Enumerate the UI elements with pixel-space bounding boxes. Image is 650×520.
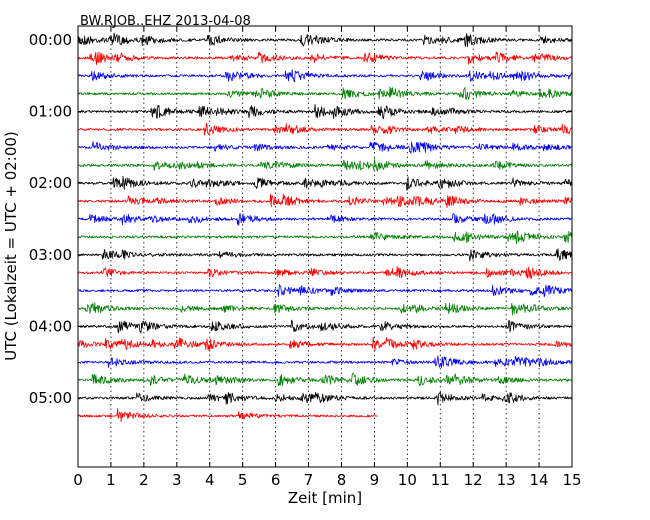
x-tick-label-14: 14: [530, 471, 549, 489]
x-axis-title: Zeit [min]: [288, 489, 362, 507]
y-ticks: 00:00 01:00 02:00 03:00 04:00 05:00: [29, 31, 572, 407]
x-tick-label-0: 0: [73, 471, 83, 489]
x-tick-label-2: 2: [139, 471, 149, 489]
trace-19: [77, 372, 572, 387]
trace-0: [77, 32, 573, 48]
x-tick-label-11: 11: [431, 471, 450, 489]
trace-18: [77, 355, 573, 368]
y-tick-label-2: 02:00: [29, 174, 72, 192]
trace-6: [77, 141, 572, 154]
trace-1: [77, 51, 573, 66]
trace-10: [77, 213, 572, 226]
plot-frame: [77, 25, 573, 468]
x-tick-label-4: 4: [205, 471, 215, 489]
trace-20: [77, 391, 573, 406]
trace-7: [77, 158, 573, 172]
trace-14: [77, 284, 573, 298]
trace-17: [77, 336, 573, 351]
trace-9: [77, 193, 573, 209]
trace-15: [77, 302, 573, 316]
y-tick-label-0: 00:00: [29, 31, 72, 49]
trace-2: [77, 69, 573, 83]
trace-16: [77, 319, 573, 334]
x-tick-label-8: 8: [337, 471, 347, 489]
x-tick-label-12: 12: [464, 471, 483, 489]
x-tick-label-13: 13: [497, 471, 516, 489]
x-tick-label-10: 10: [398, 471, 417, 489]
y-tick-label-3: 03:00: [29, 246, 72, 264]
trace-4: [77, 104, 572, 120]
grid-lines: [110, 26, 540, 467]
trace-12: [77, 248, 573, 262]
x-tick-label-6: 6: [271, 471, 281, 489]
y-tick-label-4: 04:00: [29, 317, 72, 335]
trace-11: [77, 230, 573, 245]
y-axis-title: UTC (Lokalzeit = UTC + 02:00): [2, 131, 20, 361]
x-tick-label-9: 9: [370, 471, 380, 489]
x-tick-label-15: 15: [562, 471, 581, 489]
x-tick-label-1: 1: [106, 471, 116, 489]
trace-13: [77, 265, 572, 280]
trace-5: [77, 122, 573, 136]
trace-8: [77, 175, 573, 191]
chart-title: BW.RJOB..EHZ 2013-04-08: [80, 14, 251, 29]
x-ticks: 0 1 2 3 4 5 6 7 8 9 10 11 12 13 14 15: [73, 26, 582, 489]
trace-3: [77, 86, 573, 100]
x-tick-label-3: 3: [172, 471, 182, 489]
y-tick-label-1: 01:00: [29, 103, 72, 121]
traces: [77, 32, 573, 423]
x-tick-label-7: 7: [304, 471, 314, 489]
x-tick-label-5: 5: [238, 471, 248, 489]
y-tick-label-5: 05:00: [29, 389, 72, 407]
trace-21: [77, 408, 378, 423]
